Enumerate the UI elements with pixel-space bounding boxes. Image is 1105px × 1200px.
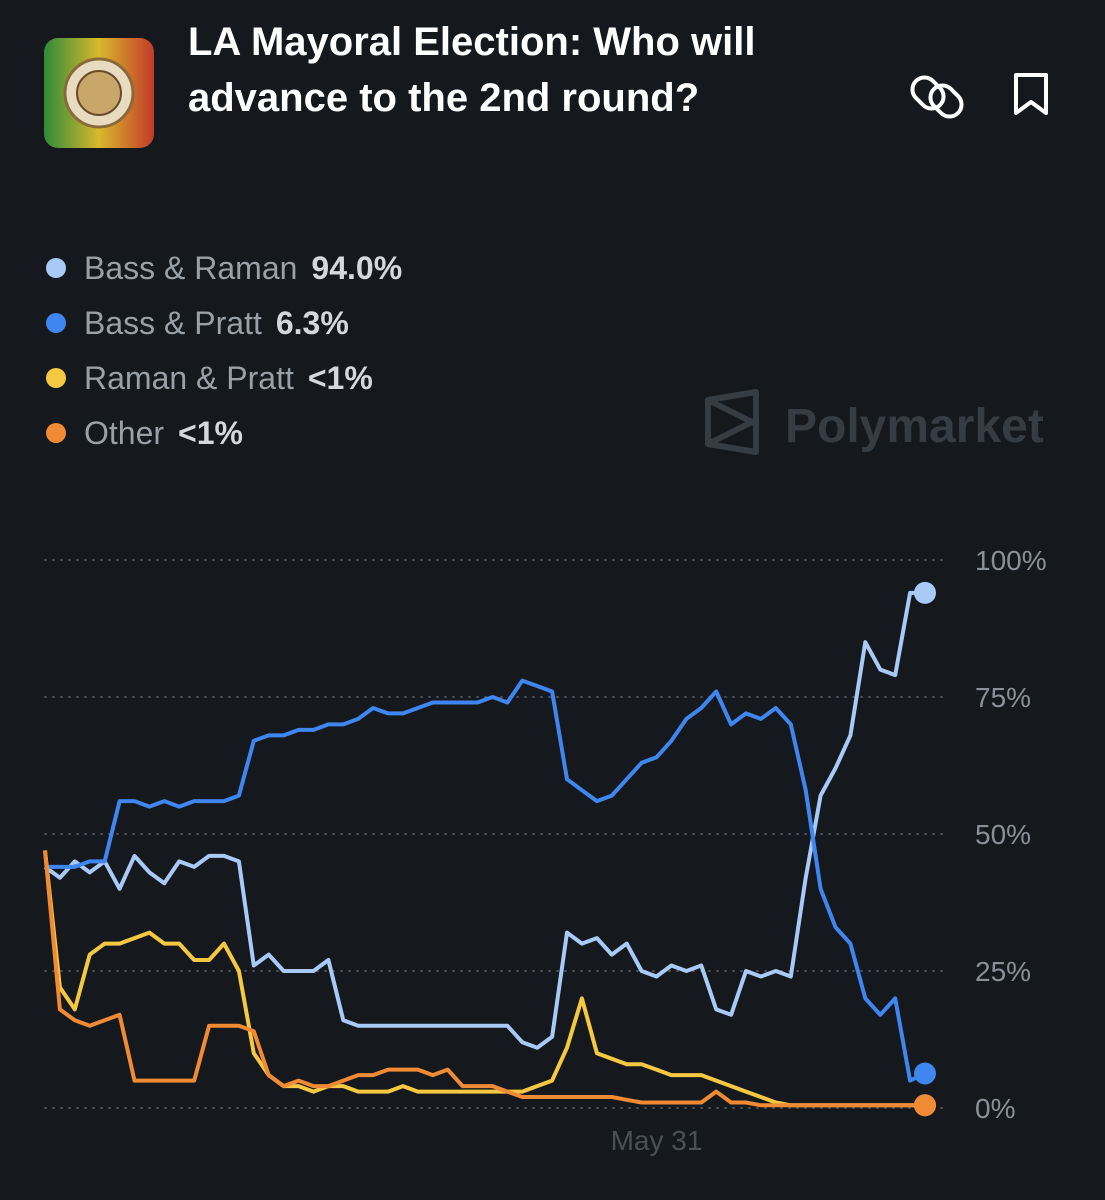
y-tick-label: 0% [975, 1093, 1015, 1124]
series-line [43, 850, 925, 1108]
end-dot [914, 581, 936, 604]
market-icon [44, 38, 154, 148]
watermark: Polymarket [705, 389, 1044, 455]
legend-entry: Bass & Raman 94.0% [84, 250, 402, 286]
legend-name: Bass & Pratt [84, 305, 262, 341]
y-tick-label: 50% [975, 819, 1031, 850]
legend-marker [46, 313, 66, 333]
y-tick-label: 25% [975, 956, 1031, 987]
legend-value: <1% [178, 415, 243, 451]
legend-entry: Bass & Pratt 6.3% [84, 305, 349, 341]
legend-value: 94.0% [311, 250, 402, 286]
legend-marker [46, 423, 66, 443]
legend-value: 6.3% [276, 305, 349, 341]
series-line [45, 678, 926, 1083]
legend-marker [46, 258, 66, 278]
legend-marker [46, 368, 66, 388]
end-dot [914, 1062, 936, 1085]
series-line [43, 850, 925, 1108]
y-tick-label: 75% [975, 682, 1031, 713]
legend-value: <1% [308, 360, 373, 396]
end-dot [914, 1094, 936, 1117]
legend-entry: Raman & Pratt <1% [84, 360, 373, 396]
chart-title: LA Mayoral Election: Who will advance to… [188, 20, 756, 120]
bookmark-button[interactable] [1014, 73, 1048, 115]
watermark-text: Polymarket [785, 400, 1044, 453]
legend-name: Raman & Pratt [84, 360, 294, 396]
y-tick-label: 100% [975, 545, 1047, 576]
x-tick-label: May 31 [611, 1125, 703, 1156]
series-line [43, 590, 925, 1050]
legend-name: Bass & Raman [84, 250, 297, 286]
link-button[interactable] [907, 72, 966, 121]
legend-entry: Other <1% [84, 415, 243, 451]
legend-name: Other [84, 415, 164, 451]
